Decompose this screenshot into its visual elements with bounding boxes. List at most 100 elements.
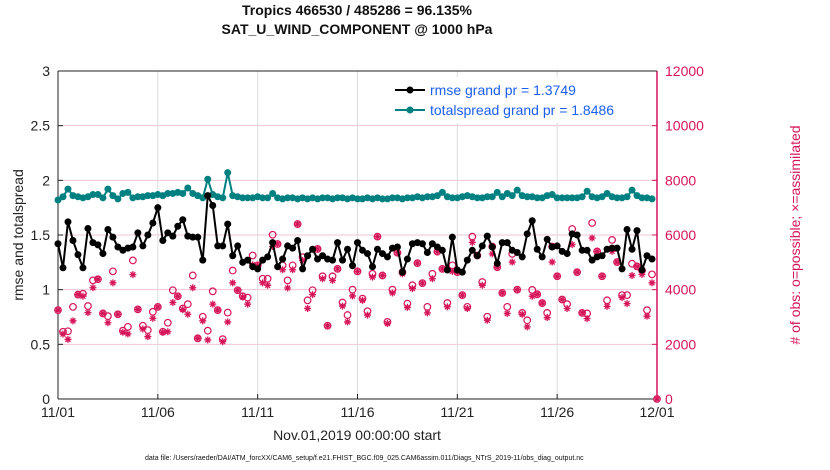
rmse-marker [289,244,297,252]
possible-obs-marker [248,251,257,260]
totalspread-marker [548,191,556,199]
assimilated-obs-marker [623,300,631,308]
rmse-marker [598,252,606,260]
totalspread-marker [613,194,621,202]
assimilated-obs-marker [548,258,556,266]
rmse-marker [493,259,501,267]
y-tick-label: 2.5 [31,118,51,134]
rmse-marker [199,256,207,264]
rmse-marker [638,266,646,274]
rmse-marker [234,242,242,250]
rmse-marker [339,256,347,264]
rmse-marker [214,242,222,250]
assimilated-obs-marker [299,256,307,264]
rmse-marker [104,226,112,234]
assimilated-obs-marker [274,240,282,248]
assimilated-obs-marker [443,303,451,311]
assimilated-obs-marker [219,338,227,346]
assimilated-obs-marker [264,281,272,289]
rmse-marker [84,224,92,232]
y-axis-right-label: # of obs: o=possible; ×=assimilated [787,125,803,344]
rmse-marker [363,250,371,258]
y-right-tick-label: 0 [665,391,673,407]
assimilated-obs-marker [79,292,87,300]
totalspread-marker [568,194,576,202]
rmse-marker [219,242,227,250]
assimilated-obs-marker [408,285,416,293]
totalspread-marker [59,193,67,201]
rmse-marker [264,253,272,261]
assimilated-obs-marker [229,279,237,287]
rmse-marker [149,219,157,227]
assimilated-obs-marker [533,290,541,298]
totalspread-marker [319,194,327,202]
assimilated-obs-marker [339,302,347,310]
rmse-marker [498,239,506,247]
assimilated-obs-marker [358,296,366,304]
x-tick-label: 11/21 [440,404,474,420]
possible-obs-marker [143,326,152,335]
totalspread-marker [558,194,566,202]
rmse-marker [74,251,82,259]
assimilated-obs-marker [648,279,656,287]
assimilated-obs-marker [104,319,112,327]
possible-obs-marker [84,302,92,310]
y-right-tick-label: 4000 [665,282,696,298]
rmse-marker [403,255,411,263]
y-right-tick-label: 8000 [665,172,696,188]
assimilated-obs-marker [154,303,162,311]
assimilated-obs-marker [423,309,431,317]
y-tick-label: 2 [42,172,50,188]
assimilated-obs-marker [114,310,122,318]
totalspread-marker [598,193,606,201]
y-tick-label: 3 [42,63,50,79]
rmse-marker [94,241,102,249]
chart-title-line-2: SAT_U_WIND_COMPONENT @ 1000 hPa [222,21,493,37]
assimilated-obs-marker [324,322,332,330]
rmse-marker [154,204,162,212]
totalspread-marker [334,194,342,202]
rmse-marker [79,264,87,272]
assimilated-obs-marker [349,292,357,300]
rmse-marker [643,252,651,260]
possible-obs-marker [183,300,192,309]
assimilated-obs-marker [613,258,621,266]
rmse-marker [314,255,322,263]
totalspread-marker [164,189,172,197]
assimilated-obs-marker [528,292,536,300]
totalspread-marker [134,193,142,201]
assimilated-obs-marker [119,328,127,336]
possible-obs-marker [643,306,651,315]
assimilated-obs-marker [483,316,491,324]
possible-obs-marker [603,296,611,305]
rmse-marker [299,265,307,273]
rmse-marker [578,246,586,254]
assimilated-obs-marker [179,306,187,314]
totalspread-marker [483,193,491,201]
y-tick-label: 1.5 [31,227,51,243]
x-tick-label: 12/01 [639,404,674,420]
legend-rmse-label: rmse grand pr = 1.3749 [430,82,576,98]
assimilated-obs-marker [508,258,516,266]
rmse-marker [383,253,391,261]
assimilated-obs-marker [573,268,581,276]
assimilated-obs-marker [518,310,526,318]
rmse-marker [269,239,277,247]
rmse-marker [618,265,626,273]
rmse-marker [538,253,546,261]
assimilated-obs-marker [488,250,496,258]
assimilated-obs-marker [478,281,486,289]
rmse-marker [428,240,436,248]
assimilated-obs-marker [523,323,531,331]
totalspread-marker [264,194,272,202]
rmse-marker [613,244,621,252]
totalspread-marker [244,194,252,202]
assimilated-obs-marker [373,233,381,241]
rmse-marker [114,243,122,251]
x-tick-label: 11/01 [41,404,75,420]
totalspread-marker [239,194,247,202]
assimilated-obs-marker [134,305,142,313]
totalspread-marker [109,192,117,200]
rmse-marker [463,256,471,264]
rmse-marker [294,236,302,244]
